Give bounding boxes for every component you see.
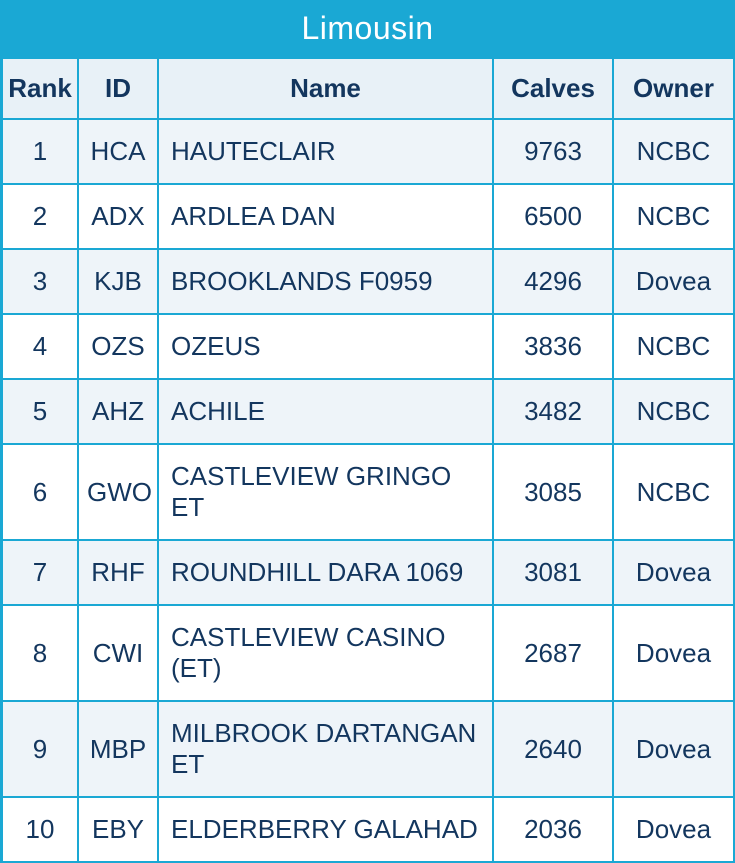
cell-rank: 3 <box>3 249 78 314</box>
table-row: 1HCAHAUTECLAIR9763NCBC <box>3 119 733 184</box>
cell-id: MBP <box>78 701 158 797</box>
data-table: Rank ID Name Calves Owner 1HCAHAUTECLAIR… <box>3 59 733 863</box>
cell-owner: NCBC <box>613 314 733 379</box>
col-header-owner: Owner <box>613 59 733 119</box>
cell-id: OZS <box>78 314 158 379</box>
cell-rank: 10 <box>3 797 78 862</box>
limousin-table: Limousin Rank ID Name Calves Owner 1HCAH… <box>0 0 735 863</box>
cell-calves: 4296 <box>493 249 613 314</box>
cell-id: AHZ <box>78 379 158 444</box>
table-row: 5AHZACHILE3482NCBC <box>3 379 733 444</box>
cell-name: CASTLEVIEW CASINO (ET) <box>158 605 493 701</box>
header-row: Rank ID Name Calves Owner <box>3 59 733 119</box>
cell-rank: 4 <box>3 314 78 379</box>
cell-name: ACHILE <box>158 379 493 444</box>
col-header-name: Name <box>158 59 493 119</box>
table-row: 9MBPMILBROOK DARTANGAN ET2640Dovea <box>3 701 733 797</box>
cell-rank: 1 <box>3 119 78 184</box>
cell-calves: 2640 <box>493 701 613 797</box>
col-header-rank: Rank <box>3 59 78 119</box>
cell-name: ROUNDHILL DARA 1069 <box>158 540 493 605</box>
cell-id: ADX <box>78 184 158 249</box>
cell-rank: 2 <box>3 184 78 249</box>
table-title: Limousin <box>3 0 732 59</box>
cell-calves: 6500 <box>493 184 613 249</box>
cell-owner: NCBC <box>613 444 733 540</box>
cell-calves: 2036 <box>493 797 613 862</box>
table-row: 3KJBBROOKLANDS F09594296Dovea <box>3 249 733 314</box>
cell-name: HAUTECLAIR <box>158 119 493 184</box>
cell-id: HCA <box>78 119 158 184</box>
cell-owner: NCBC <box>613 184 733 249</box>
cell-rank: 5 <box>3 379 78 444</box>
cell-id: KJB <box>78 249 158 314</box>
table-row: 8CWICASTLEVIEW CASINO (ET)2687Dovea <box>3 605 733 701</box>
cell-owner: Dovea <box>613 605 733 701</box>
table-body: 1HCAHAUTECLAIR9763NCBC2ADXARDLEA DAN6500… <box>3 119 733 862</box>
cell-name: OZEUS <box>158 314 493 379</box>
cell-id: EBY <box>78 797 158 862</box>
cell-name: ARDLEA DAN <box>158 184 493 249</box>
table-row: 6GWOCASTLEVIEW GRINGO ET3085NCBC <box>3 444 733 540</box>
cell-owner: NCBC <box>613 119 733 184</box>
cell-rank: 9 <box>3 701 78 797</box>
cell-owner: Dovea <box>613 701 733 797</box>
cell-name: BROOKLANDS F0959 <box>158 249 493 314</box>
cell-calves: 3836 <box>493 314 613 379</box>
cell-calves: 3081 <box>493 540 613 605</box>
cell-rank: 7 <box>3 540 78 605</box>
cell-id: CWI <box>78 605 158 701</box>
table-row: 4OZSOZEUS3836NCBC <box>3 314 733 379</box>
cell-calves: 2687 <box>493 605 613 701</box>
cell-id: GWO <box>78 444 158 540</box>
cell-owner: NCBC <box>613 379 733 444</box>
cell-rank: 8 <box>3 605 78 701</box>
cell-calves: 3482 <box>493 379 613 444</box>
cell-name: ELDERBERRY GALAHAD <box>158 797 493 862</box>
cell-name: MILBROOK DARTANGAN ET <box>158 701 493 797</box>
table-row: 10EBYELDERBERRY GALAHAD2036Dovea <box>3 797 733 862</box>
cell-calves: 9763 <box>493 119 613 184</box>
cell-owner: Dovea <box>613 540 733 605</box>
cell-calves: 3085 <box>493 444 613 540</box>
cell-rank: 6 <box>3 444 78 540</box>
table-row: 7RHFROUNDHILL DARA 10693081Dovea <box>3 540 733 605</box>
cell-owner: Dovea <box>613 249 733 314</box>
cell-name: CASTLEVIEW GRINGO ET <box>158 444 493 540</box>
cell-owner: Dovea <box>613 797 733 862</box>
cell-id: RHF <box>78 540 158 605</box>
table-row: 2ADXARDLEA DAN6500NCBC <box>3 184 733 249</box>
col-header-calves: Calves <box>493 59 613 119</box>
col-header-id: ID <box>78 59 158 119</box>
